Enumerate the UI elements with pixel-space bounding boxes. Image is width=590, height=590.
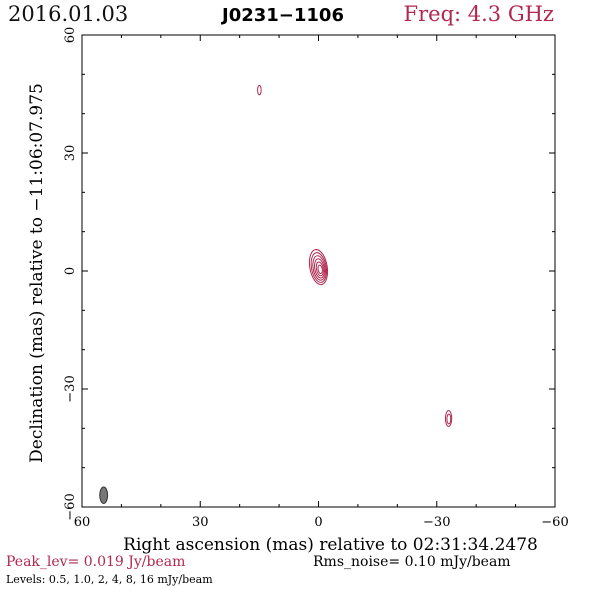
x-tick-label: −60	[541, 515, 568, 530]
axis-tick-labels: 60 30 0 −30 −60 −60 −30 0 30 60	[63, 27, 569, 530]
y-tick-label: 60	[63, 27, 78, 44]
x-tick-label: 60	[74, 515, 91, 530]
x-tick-label: 0	[314, 515, 322, 530]
contour-line	[317, 264, 323, 275]
contour-line	[314, 258, 325, 279]
contour-line	[444, 410, 453, 427]
beam-ellipse	[99, 486, 109, 504]
contour-line	[315, 261, 324, 277]
rms-noise: Rms_noise= 0.10 mJy/beam	[313, 554, 511, 570]
contour-levels: Levels: 0.5, 1.0, 2, 4, 8, 16 mJy/beam	[6, 573, 213, 586]
y-tick-label: 30	[63, 145, 78, 162]
x-tick-label: −30	[423, 515, 450, 530]
y-tick-label: −60	[63, 493, 78, 520]
axis-ticks	[81, 34, 556, 508]
x-axis-label: Right ascension (mas) relative to 02:31:…	[123, 535, 538, 555]
y-tick-label: 0	[63, 267, 78, 275]
y-tick-label: −30	[63, 375, 78, 402]
contour-line	[257, 84, 262, 96]
contour-line	[312, 255, 326, 281]
frequency-label: Freq: 4.3 GHz	[403, 2, 554, 26]
contour-group	[99, 84, 453, 504]
contour-line	[446, 413, 452, 425]
contour-line	[308, 249, 329, 286]
observation-date: 2016.01.03	[8, 2, 129, 26]
peak-level: Peak_lev= 0.019 Jy/beam	[6, 554, 186, 570]
y-axis-label: Declination (mas) relative to −11:06:07.…	[27, 83, 47, 463]
x-tick-label: 30	[192, 515, 209, 530]
source-name: J0231−1106	[222, 5, 344, 26]
contour-line	[310, 252, 328, 283]
